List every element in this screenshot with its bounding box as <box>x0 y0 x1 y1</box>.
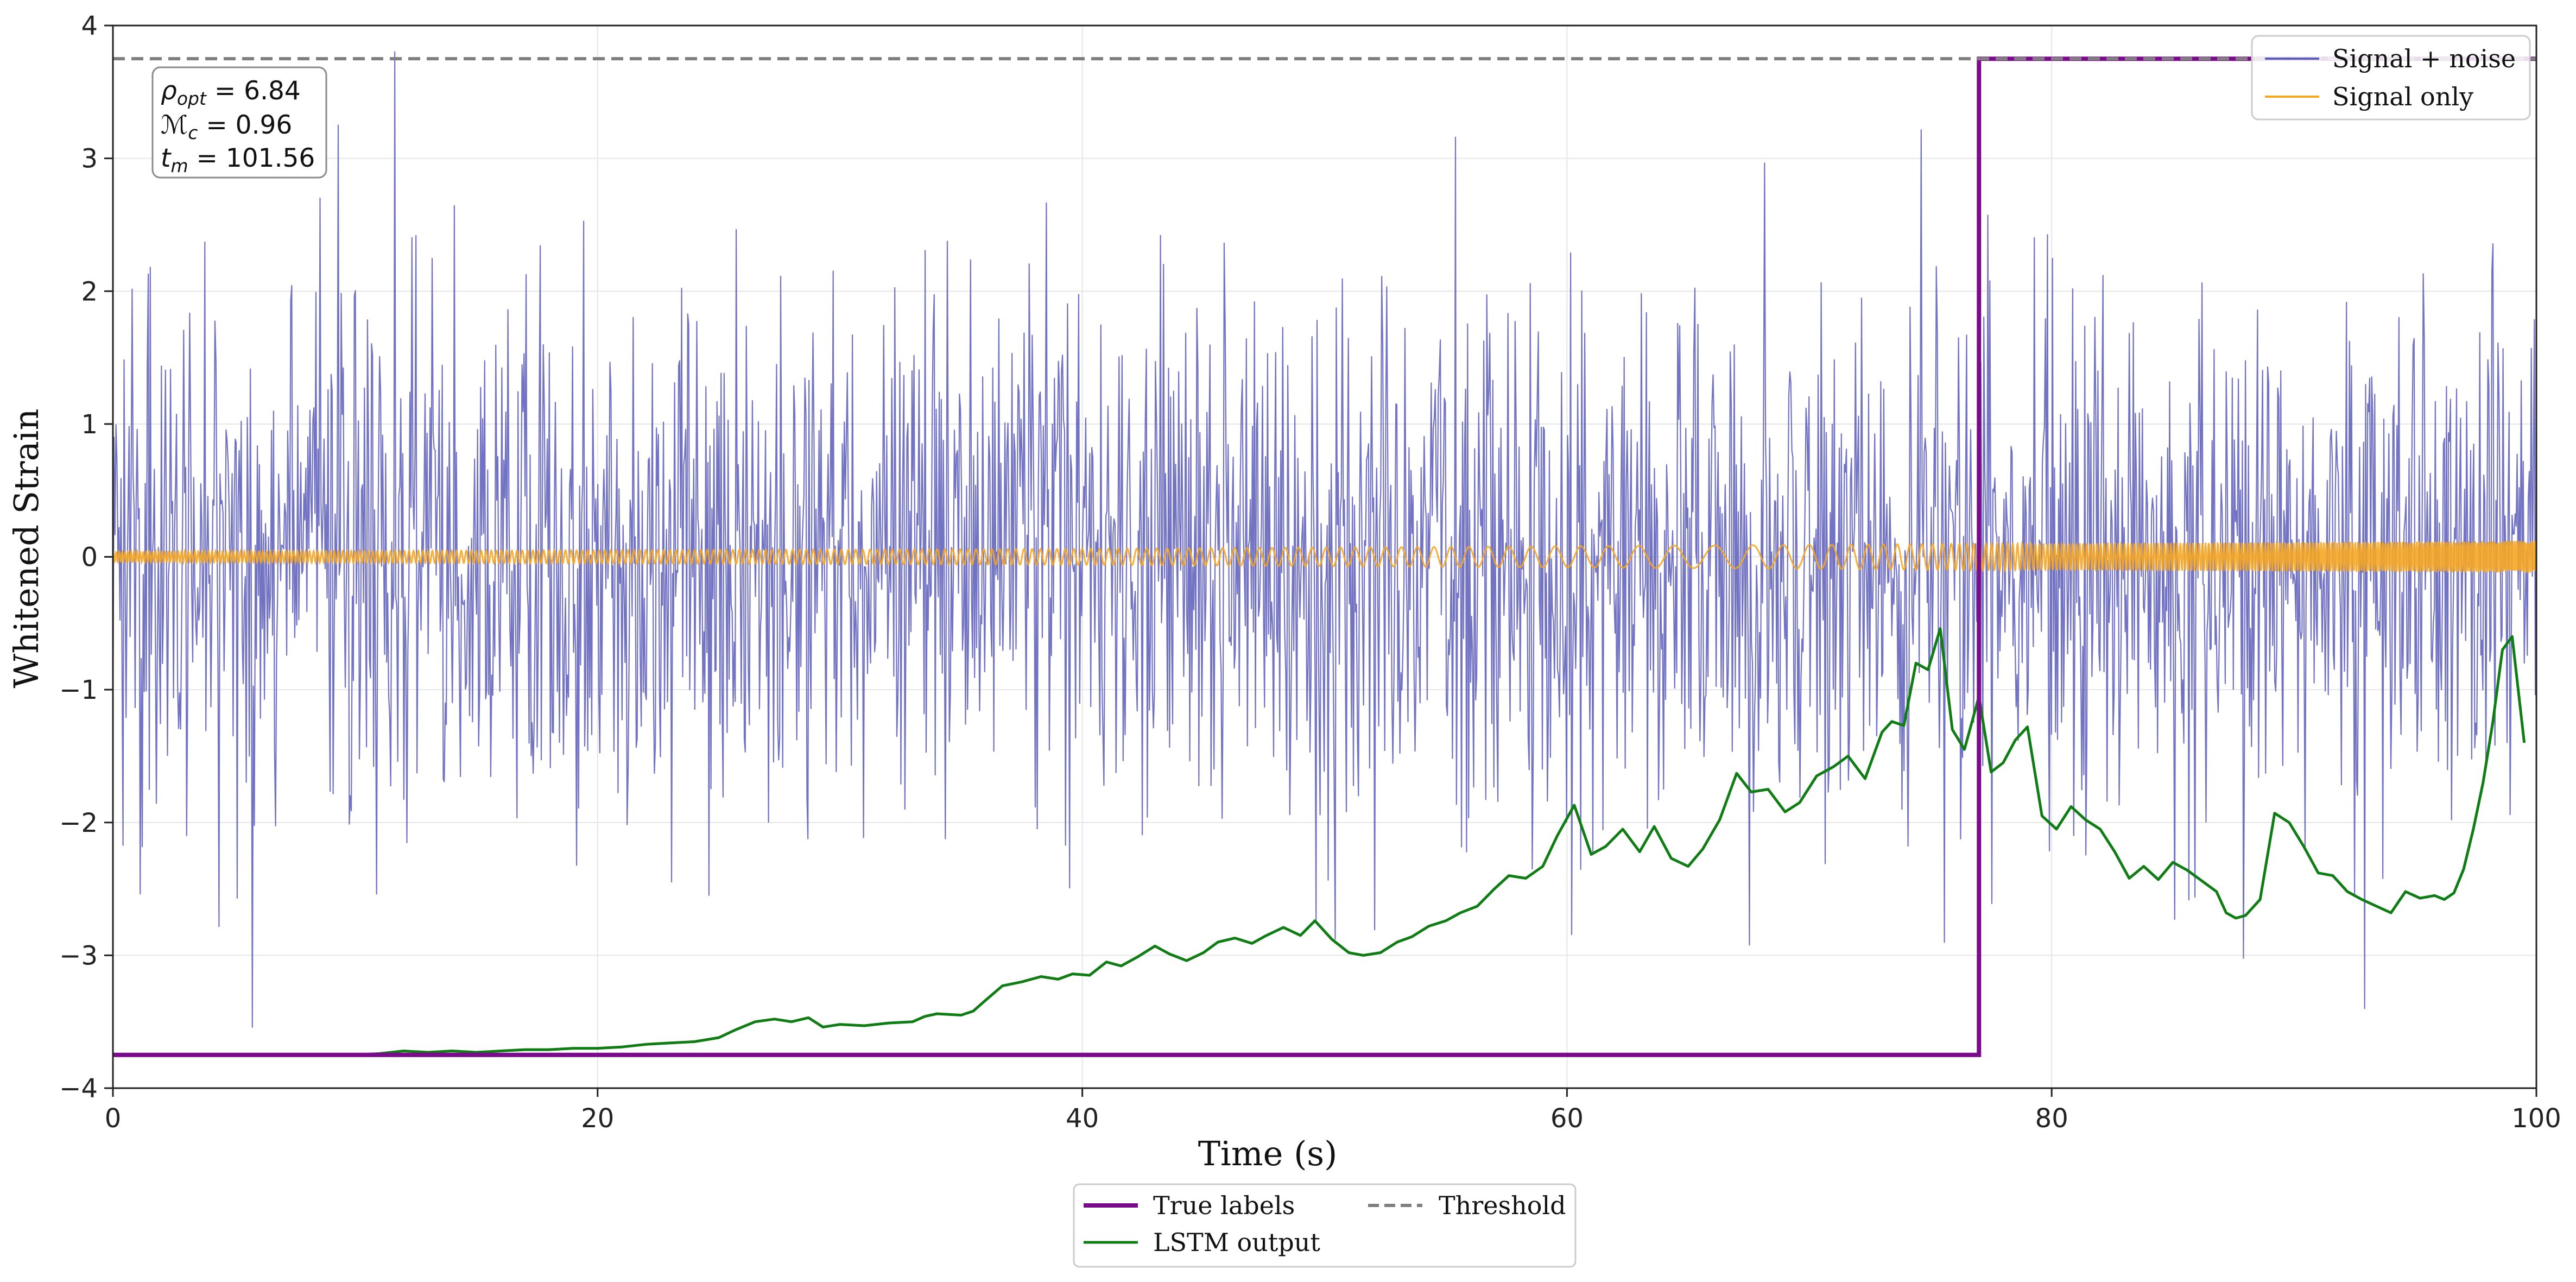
series-lstm-output <box>113 627 2526 1057</box>
y-tick-label: −2 <box>59 808 98 838</box>
legend-label-true-labels: True labels <box>1153 1191 1295 1220</box>
x-tick-label: 0 <box>105 1103 122 1134</box>
y-axis-title: Whitened Strain <box>7 409 46 689</box>
y-tick-label: 0 <box>81 542 98 573</box>
signal-only-line <box>112 540 2537 573</box>
x-tick-label: 40 <box>1066 1103 1099 1134</box>
legend-bottom: True labels LSTM output Threshold <box>1073 1183 1577 1268</box>
y-tick-label: 1 <box>81 409 98 440</box>
annotation-chirp-mass: ℳc = 0.96 <box>161 110 292 143</box>
y-tick-label: −1 <box>59 675 98 705</box>
series-signal-only <box>112 540 2537 573</box>
y-tick-label: 2 <box>81 276 98 307</box>
x-tick-label: 20 <box>581 1103 614 1134</box>
y-tick-label: 4 <box>81 11 98 41</box>
legend-label-signal-only: Signal only <box>2332 82 2473 111</box>
legend-upper-right: Signal + noise Signal only <box>2251 35 2531 121</box>
x-tick-label: 80 <box>2035 1103 2068 1134</box>
lstm-output-line <box>113 627 2526 1057</box>
x-tick-label: 100 <box>2511 1103 2561 1134</box>
legend-label-signal-noise: Signal + noise <box>2332 44 2516 73</box>
axis-ticks: 0 20 40 60 80 100 −4 −3 −2 −1 0 1 2 3 4 <box>59 11 2561 1134</box>
x-tick-label: 60 <box>1550 1103 1584 1134</box>
annotation-merger-time: tm = 101.56 <box>161 143 315 176</box>
annotation-box: ρopt = 6.84 ℳc = 0.96 tm = 101.56 <box>151 66 327 179</box>
legend-label-threshold: Threshold <box>1439 1191 1566 1220</box>
y-tick-label: 3 <box>81 144 98 174</box>
legend-label-lstm-output: LSTM output <box>1153 1228 1320 1257</box>
annotation-rho: ρopt = 6.84 <box>161 76 301 109</box>
y-tick-label: −3 <box>59 940 98 971</box>
series-signal-plus-noise <box>112 51 2537 1028</box>
y-tick-label: −4 <box>59 1073 98 1104</box>
signal-plus-noise-line <box>112 51 2537 1028</box>
x-axis-title: Time (s) <box>1198 1134 1338 1173</box>
